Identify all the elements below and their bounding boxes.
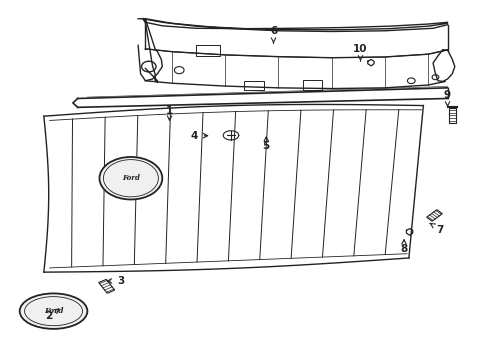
Bar: [302, 80, 321, 90]
Ellipse shape: [99, 157, 162, 199]
Text: 10: 10: [352, 44, 367, 61]
Text: 2: 2: [45, 309, 59, 321]
Bar: [244, 81, 264, 90]
Bar: [426, 210, 442, 221]
Ellipse shape: [20, 293, 87, 329]
Text: 4: 4: [190, 131, 207, 141]
Text: 1: 1: [165, 106, 173, 120]
Text: 8: 8: [400, 240, 407, 254]
Text: 3: 3: [107, 276, 124, 286]
Text: 7: 7: [429, 223, 443, 235]
Bar: [196, 45, 220, 56]
Bar: [99, 279, 115, 293]
Text: 6: 6: [269, 26, 277, 43]
Text: 9: 9: [443, 90, 450, 107]
Text: Ford: Ford: [44, 307, 63, 315]
Bar: [447, 108, 455, 123]
Text: Ford: Ford: [122, 174, 140, 182]
Text: 5: 5: [262, 137, 269, 151]
